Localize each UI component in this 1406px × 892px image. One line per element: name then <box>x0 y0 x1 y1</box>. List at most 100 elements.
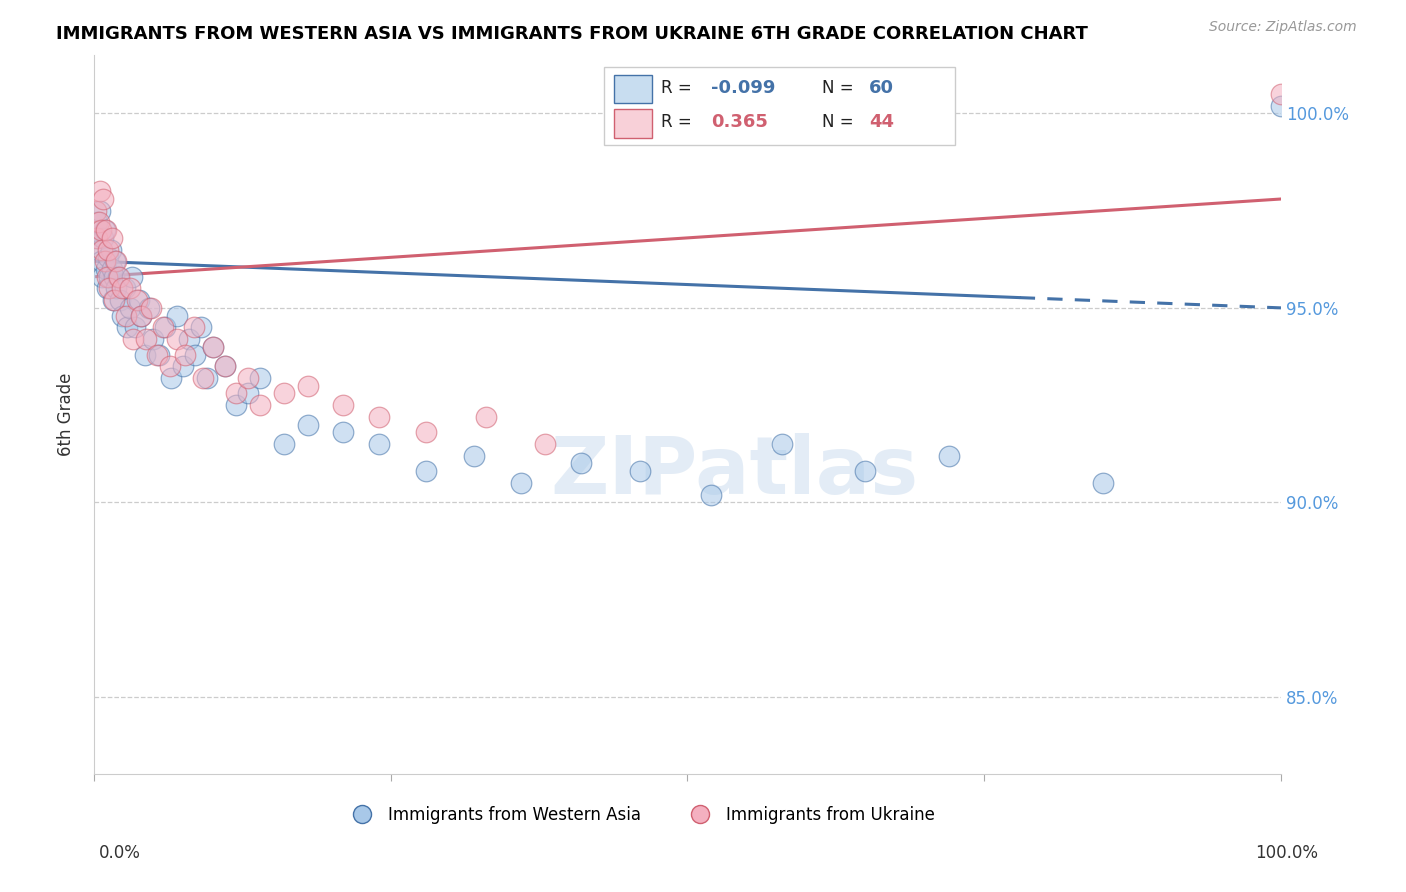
Text: R =: R = <box>661 78 692 96</box>
Point <box>93 223 115 237</box>
Point <box>238 386 260 401</box>
Point <box>103 269 125 284</box>
Point <box>159 359 181 374</box>
Point <box>115 320 138 334</box>
Point <box>415 464 437 478</box>
FancyBboxPatch shape <box>614 75 652 103</box>
Point <box>148 347 170 361</box>
Text: 0.0%: 0.0% <box>98 844 141 862</box>
Point <box>122 332 145 346</box>
Point <box>152 320 174 334</box>
Point <box>297 378 319 392</box>
Point <box>90 223 112 237</box>
Point <box>166 309 188 323</box>
Point <box>84 231 107 245</box>
Text: 44: 44 <box>869 113 894 131</box>
Point <box>125 293 148 307</box>
Point <box>94 223 117 237</box>
Point <box>273 437 295 451</box>
Point <box>332 398 354 412</box>
Point <box>91 269 114 284</box>
Point <box>128 293 150 307</box>
Point <box>177 332 200 346</box>
Point <box>214 359 236 374</box>
Point <box>174 347 197 361</box>
Point <box>108 269 131 284</box>
Point <box>191 371 214 385</box>
Point <box>118 281 141 295</box>
Point <box>172 359 194 374</box>
Point <box>105 281 128 295</box>
Point <box>190 320 212 334</box>
Legend: Immigrants from Western Asia, Immigrants from Ukraine: Immigrants from Western Asia, Immigrants… <box>339 799 942 830</box>
Point <box>89 184 111 198</box>
Point <box>114 281 136 295</box>
Point <box>118 301 141 315</box>
Point <box>463 449 485 463</box>
FancyBboxPatch shape <box>605 68 955 145</box>
Point <box>96 281 118 295</box>
Point <box>131 309 153 323</box>
Point <box>367 437 389 451</box>
Point <box>297 417 319 432</box>
Point <box>103 293 125 307</box>
Point <box>273 386 295 401</box>
Point <box>100 231 122 245</box>
Point <box>101 293 124 307</box>
Point <box>111 281 134 295</box>
Point <box>367 409 389 424</box>
Point <box>100 262 122 277</box>
Point <box>94 262 117 277</box>
Point <box>166 332 188 346</box>
Text: 60: 60 <box>869 78 894 96</box>
Point <box>124 320 146 334</box>
Point <box>87 243 110 257</box>
Point <box>160 371 183 385</box>
Point <box>938 449 960 463</box>
Point <box>201 340 224 354</box>
Text: N =: N = <box>821 78 853 96</box>
Point <box>332 425 354 440</box>
Point <box>87 215 110 229</box>
Point <box>93 231 115 245</box>
Point <box>105 254 128 268</box>
Point <box>97 250 120 264</box>
Point <box>131 309 153 323</box>
Point <box>1270 87 1292 101</box>
Point <box>91 243 114 257</box>
Point <box>100 243 122 257</box>
Point <box>146 347 169 361</box>
Text: ZIPatlas: ZIPatlas <box>551 434 920 511</box>
Point <box>97 243 120 257</box>
Point <box>628 464 651 478</box>
Point <box>195 371 218 385</box>
Point <box>86 215 108 229</box>
Point <box>214 359 236 374</box>
Point <box>510 475 533 490</box>
Text: 100.0%: 100.0% <box>1256 844 1317 862</box>
Point <box>238 371 260 385</box>
Point <box>855 464 877 478</box>
Point <box>415 425 437 440</box>
Point <box>139 301 162 315</box>
FancyBboxPatch shape <box>614 109 652 138</box>
Point <box>142 332 165 346</box>
Text: -0.099: -0.099 <box>711 78 776 96</box>
Point <box>98 269 121 284</box>
Point <box>225 398 247 412</box>
Point <box>135 332 157 346</box>
Point <box>96 269 118 284</box>
Point <box>107 269 129 284</box>
Point <box>111 309 134 323</box>
Point <box>115 309 138 323</box>
Text: R =: R = <box>661 113 692 131</box>
Point <box>104 254 127 268</box>
Point <box>93 192 115 206</box>
Point <box>134 347 156 361</box>
Point <box>121 269 143 284</box>
Point <box>153 320 176 334</box>
Point <box>700 487 723 501</box>
Point <box>183 320 205 334</box>
Text: 0.365: 0.365 <box>711 113 768 131</box>
Point <box>225 386 247 401</box>
